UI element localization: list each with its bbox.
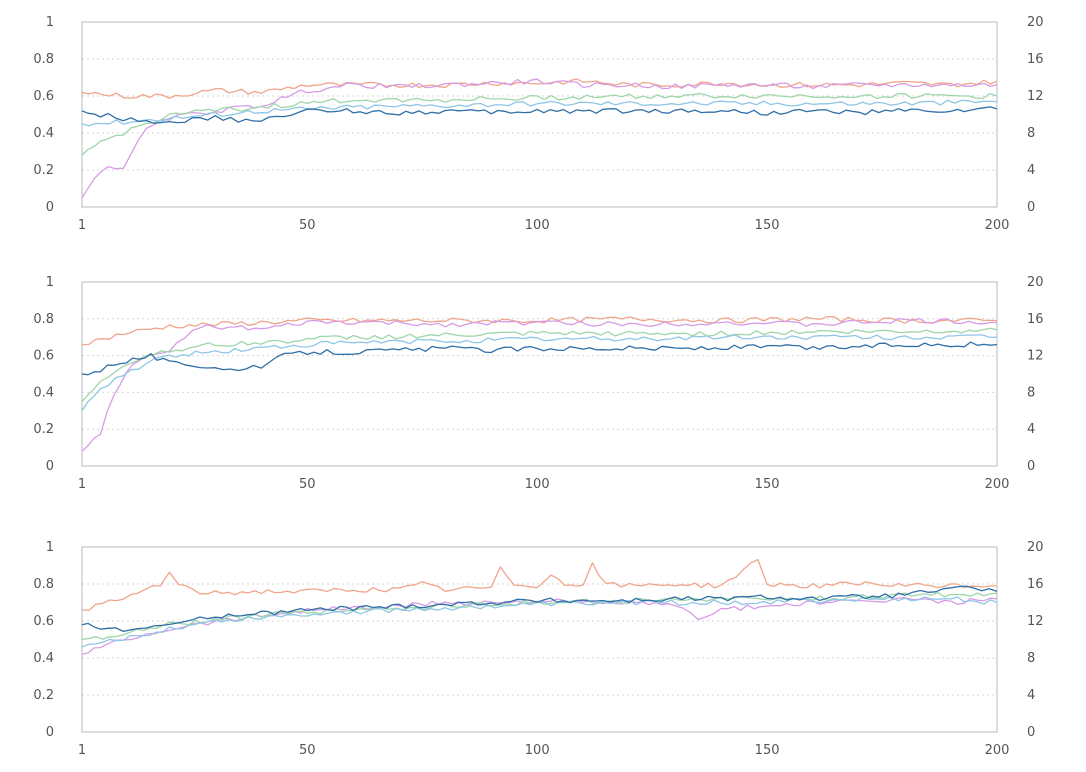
y-tick-label: 0 bbox=[46, 725, 54, 740]
x-tick-label: 150 bbox=[755, 218, 780, 233]
series-line-5 bbox=[81, 585, 998, 633]
series-line-4 bbox=[81, 99, 998, 127]
y-tick-label: 0 bbox=[46, 200, 54, 215]
plot-frame bbox=[81, 546, 998, 733]
y2-tick-label: 0 bbox=[1027, 725, 1035, 740]
y-tick-label: 1 bbox=[46, 540, 54, 555]
y2-tick-label: 8 bbox=[1027, 126, 1035, 141]
series-line-3 bbox=[81, 591, 998, 641]
x-tick-label: 1 bbox=[78, 743, 86, 758]
x-tick-label: 50 bbox=[299, 477, 316, 492]
y2-tick-label: 12 bbox=[1027, 89, 1044, 104]
y-tick-label: 0.6 bbox=[33, 614, 54, 629]
y-tick-label: 0.2 bbox=[33, 422, 54, 437]
x-tick-label: 200 bbox=[985, 743, 1010, 758]
series-line-1 bbox=[81, 315, 998, 346]
plot-frame bbox=[81, 281, 998, 467]
y2-tick-label: 12 bbox=[1027, 349, 1044, 364]
y-tick-label: 0.2 bbox=[33, 163, 54, 178]
x-tick-label: 200 bbox=[985, 218, 1010, 233]
y2-tick-label: 16 bbox=[1027, 577, 1044, 592]
y-tick-label: 0.4 bbox=[33, 651, 54, 666]
y-tick-label: 0.2 bbox=[33, 688, 54, 703]
x-tick-label: 1 bbox=[78, 477, 86, 492]
x-tick-label: 50 bbox=[299, 218, 316, 233]
series-line-5 bbox=[81, 341, 998, 376]
y-tick-label: 0.6 bbox=[33, 89, 54, 104]
x-tick-label: 150 bbox=[755, 743, 780, 758]
y-tick-label: 0.6 bbox=[33, 349, 54, 364]
series-line-2 bbox=[81, 317, 997, 452]
y2-tick-label: 8 bbox=[1027, 385, 1035, 400]
y2-tick-label: 20 bbox=[1027, 540, 1044, 555]
series-line-2 bbox=[81, 78, 998, 199]
y2-tick-label: 0 bbox=[1027, 200, 1035, 215]
y-tick-label: 0.8 bbox=[33, 312, 54, 327]
x-tick-label: 100 bbox=[525, 218, 550, 233]
y2-tick-label: 16 bbox=[1027, 312, 1044, 327]
y-tick-label: 0.8 bbox=[33, 52, 54, 67]
series-line-1 bbox=[81, 78, 998, 99]
x-tick-label: 150 bbox=[755, 477, 780, 492]
plot-frame bbox=[81, 21, 998, 208]
y-tick-label: 0.8 bbox=[33, 577, 54, 592]
series-line-3 bbox=[81, 92, 998, 156]
x-tick-label: 100 bbox=[525, 477, 550, 492]
x-tick-label: 100 bbox=[525, 743, 550, 758]
y2-tick-label: 20 bbox=[1027, 15, 1044, 30]
series-line-1 bbox=[81, 558, 998, 612]
y2-tick-label: 16 bbox=[1027, 52, 1044, 67]
y2-tick-label: 4 bbox=[1027, 163, 1035, 178]
x-tick-label: 50 bbox=[299, 743, 316, 758]
y-tick-label: 0.4 bbox=[33, 385, 54, 400]
y2-tick-label: 0 bbox=[1027, 459, 1035, 474]
series-line-4 bbox=[81, 334, 998, 412]
y2-tick-label: 8 bbox=[1027, 651, 1035, 666]
y2-tick-label: 20 bbox=[1027, 275, 1044, 290]
series-line-2 bbox=[81, 597, 998, 655]
y-tick-label: 0.4 bbox=[33, 126, 54, 141]
x-tick-label: 200 bbox=[985, 477, 1010, 492]
series-line-4 bbox=[81, 596, 998, 648]
y2-tick-label: 4 bbox=[1027, 422, 1035, 437]
y-tick-label: 0 bbox=[46, 459, 54, 474]
y2-tick-label: 4 bbox=[1027, 688, 1035, 703]
y2-tick-label: 12 bbox=[1027, 614, 1044, 629]
x-tick-label: 1 bbox=[78, 218, 86, 233]
y-tick-label: 1 bbox=[46, 275, 54, 290]
y-tick-label: 1 bbox=[46, 15, 54, 30]
series-line-3 bbox=[81, 327, 998, 403]
series-line-5 bbox=[81, 106, 998, 124]
